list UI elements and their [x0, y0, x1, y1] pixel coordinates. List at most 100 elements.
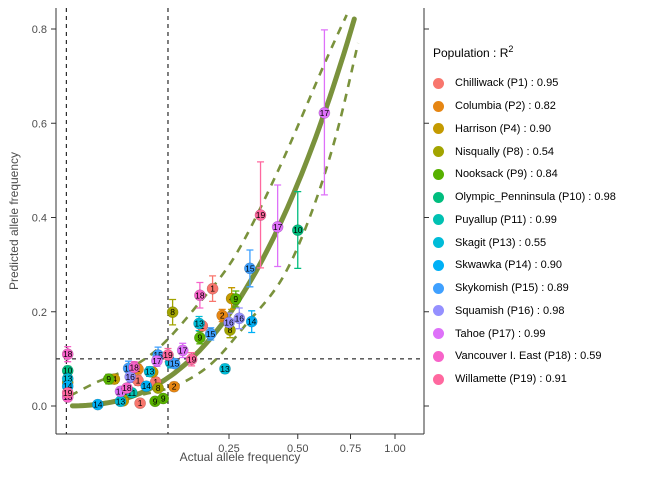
- point-marker-P18: [194, 289, 206, 302]
- point-label-P10: 10: [63, 366, 73, 376]
- point-label-P9: 9: [233, 294, 238, 304]
- point-marker-P1: [134, 397, 146, 410]
- point-label-P15: 15: [170, 359, 180, 369]
- legend-item-P8: Nisqually (P8) : 0.54: [433, 140, 616, 163]
- axes: [55, 8, 425, 435]
- point-marker-P13: [219, 362, 231, 375]
- point-P2: 2: [168, 380, 180, 393]
- axis-tick-labels: 0.0 0.2 0.4 0.6 0.8 0.25 0.50 0.75 1.00: [32, 24, 406, 455]
- x-tick-label: 0.25: [218, 443, 239, 455]
- legend-item-P11: Puyallup (P11) : 0.99: [433, 209, 616, 232]
- data-points: 1111122244444888899999101011131313131313…: [61, 107, 331, 411]
- point-label-P13: 13: [116, 396, 126, 406]
- point-label-P2: 2: [220, 311, 225, 321]
- point-P1: 1: [206, 282, 219, 295]
- point-P16: 16: [233, 312, 246, 325]
- point-marker-P19: [162, 349, 174, 361]
- point-marker-P8: [152, 382, 164, 394]
- legend-item-P2: Columbia (P2) : 0.82: [433, 95, 616, 118]
- point-marker-P14: [245, 315, 258, 328]
- point-P18: 18: [61, 348, 74, 361]
- legend-item-label: Nooksack (P9) : 0.84: [455, 168, 558, 181]
- point-label-P17: 17: [178, 345, 188, 355]
- point-marker-P14: [140, 380, 153, 393]
- point-label-P15: 15: [206, 329, 216, 339]
- y-tick-label: 0.0: [32, 401, 47, 413]
- legend-item-label: Tahoe (P17) : 0.99: [455, 327, 546, 340]
- point-P17: 17: [176, 344, 189, 357]
- point-marker-P18: [128, 361, 141, 374]
- point-label-P8: 8: [156, 383, 161, 393]
- point-P13: 13: [193, 317, 205, 330]
- x-axis-title: Actual allele frequency: [179, 450, 301, 464]
- point-label-P13: 13: [63, 374, 73, 384]
- point-P19: 19: [185, 353, 198, 366]
- point-marker-P17: [318, 107, 331, 119]
- y-tick-label: 0.2: [32, 307, 47, 319]
- legend-item-label: Willamette (P19) : 0.91: [455, 373, 567, 386]
- legend-item-P15: Skykomish (P15) : 0.89: [433, 277, 616, 300]
- point-label-P1: 1: [153, 377, 158, 387]
- point-P13: 13: [143, 365, 156, 378]
- point-label-P18: 18: [129, 362, 139, 372]
- point-marker-P8: [166, 306, 179, 319]
- point-label-P16: 16: [125, 372, 135, 382]
- confidence-lower-curve: [83, 42, 360, 407]
- point-marker-P13: [193, 317, 205, 330]
- point-P19: 19: [61, 386, 74, 399]
- point-P18: 18: [121, 382, 133, 394]
- legend: Population : R2 Chilliwack (P1) : 0.95 Co…: [433, 44, 616, 391]
- legend-item-P18: Vancouver I. East (P18) : 0.59: [433, 345, 616, 368]
- point-P16: 16: [124, 370, 137, 383]
- legend-item-label: Nisqually (P8) : 0.54: [455, 145, 555, 158]
- point-label-P18: 18: [122, 383, 132, 393]
- point-marker-P13: [143, 365, 156, 378]
- legend-item-list: Chilliwack (P1) : 0.95 Columbia (P2) : 0.…: [433, 72, 616, 391]
- point-P18: 18: [194, 289, 206, 302]
- legend-item-P16: Squamish (P16) : 0.98: [433, 300, 616, 323]
- y-tick-label: 0.8: [32, 24, 47, 36]
- point-P16: 16: [223, 316, 235, 329]
- legend-item-P1: Chilliwack (P1) : 0.95: [433, 72, 616, 95]
- point-label-P4: 4: [112, 374, 117, 384]
- legend-item-label: Puyallup (P11) : 0.99: [455, 213, 557, 226]
- reference-lines: [56, 8, 424, 434]
- y-tick-label: 0.4: [32, 213, 47, 225]
- point-marker-P17: [271, 221, 284, 233]
- point-P17: 17: [318, 107, 331, 119]
- point-marker-P18: [61, 348, 74, 361]
- legend-item-P14: Skwawka (P14) : 0.90: [433, 254, 616, 277]
- point-label-P18: 18: [63, 349, 73, 359]
- point-label-P13: 13: [194, 319, 204, 329]
- legend-title: Population : R2: [433, 44, 616, 60]
- legend-dot-icon: [433, 123, 444, 135]
- legend-dot-icon: [433, 168, 444, 180]
- point-label-P15: 15: [245, 263, 255, 273]
- point-label-P19: 19: [63, 388, 73, 398]
- axis-ticks: [51, 28, 429, 439]
- point-marker-P19: [185, 353, 198, 366]
- point-marker-P15: [168, 357, 181, 370]
- point-label-P14: 14: [247, 317, 257, 327]
- legend-item-label: Vancouver I. East (P18) : 0.59: [455, 350, 602, 363]
- point-P15: 15: [204, 328, 217, 340]
- point-label-P9: 9: [153, 396, 158, 406]
- point-label-P13: 13: [220, 364, 230, 374]
- legend-dot-icon: [433, 373, 444, 385]
- point-marker-P17: [151, 354, 163, 367]
- point-label-P14: 14: [63, 381, 73, 391]
- point-marker-P19: [254, 209, 267, 221]
- confidence-band: [69, 14, 360, 407]
- legend-item-label: Olympic_Penninsula (P10) : 0.98: [455, 191, 616, 204]
- point-label-P17: 17: [320, 108, 330, 118]
- x-tick-label: 1.00: [384, 443, 405, 455]
- legend-item-label: Squamish (P16) : 0.98: [455, 304, 565, 317]
- legend-item-P17: Tahoe (P17) : 0.99: [433, 322, 616, 345]
- point-label-P1: 1: [210, 284, 215, 294]
- point-label-P2: 2: [172, 382, 177, 392]
- point-P18: 18: [128, 361, 141, 374]
- point-label-P8: 8: [170, 307, 175, 317]
- legend-dot-icon: [433, 259, 444, 271]
- point-marker-P19: [61, 386, 74, 399]
